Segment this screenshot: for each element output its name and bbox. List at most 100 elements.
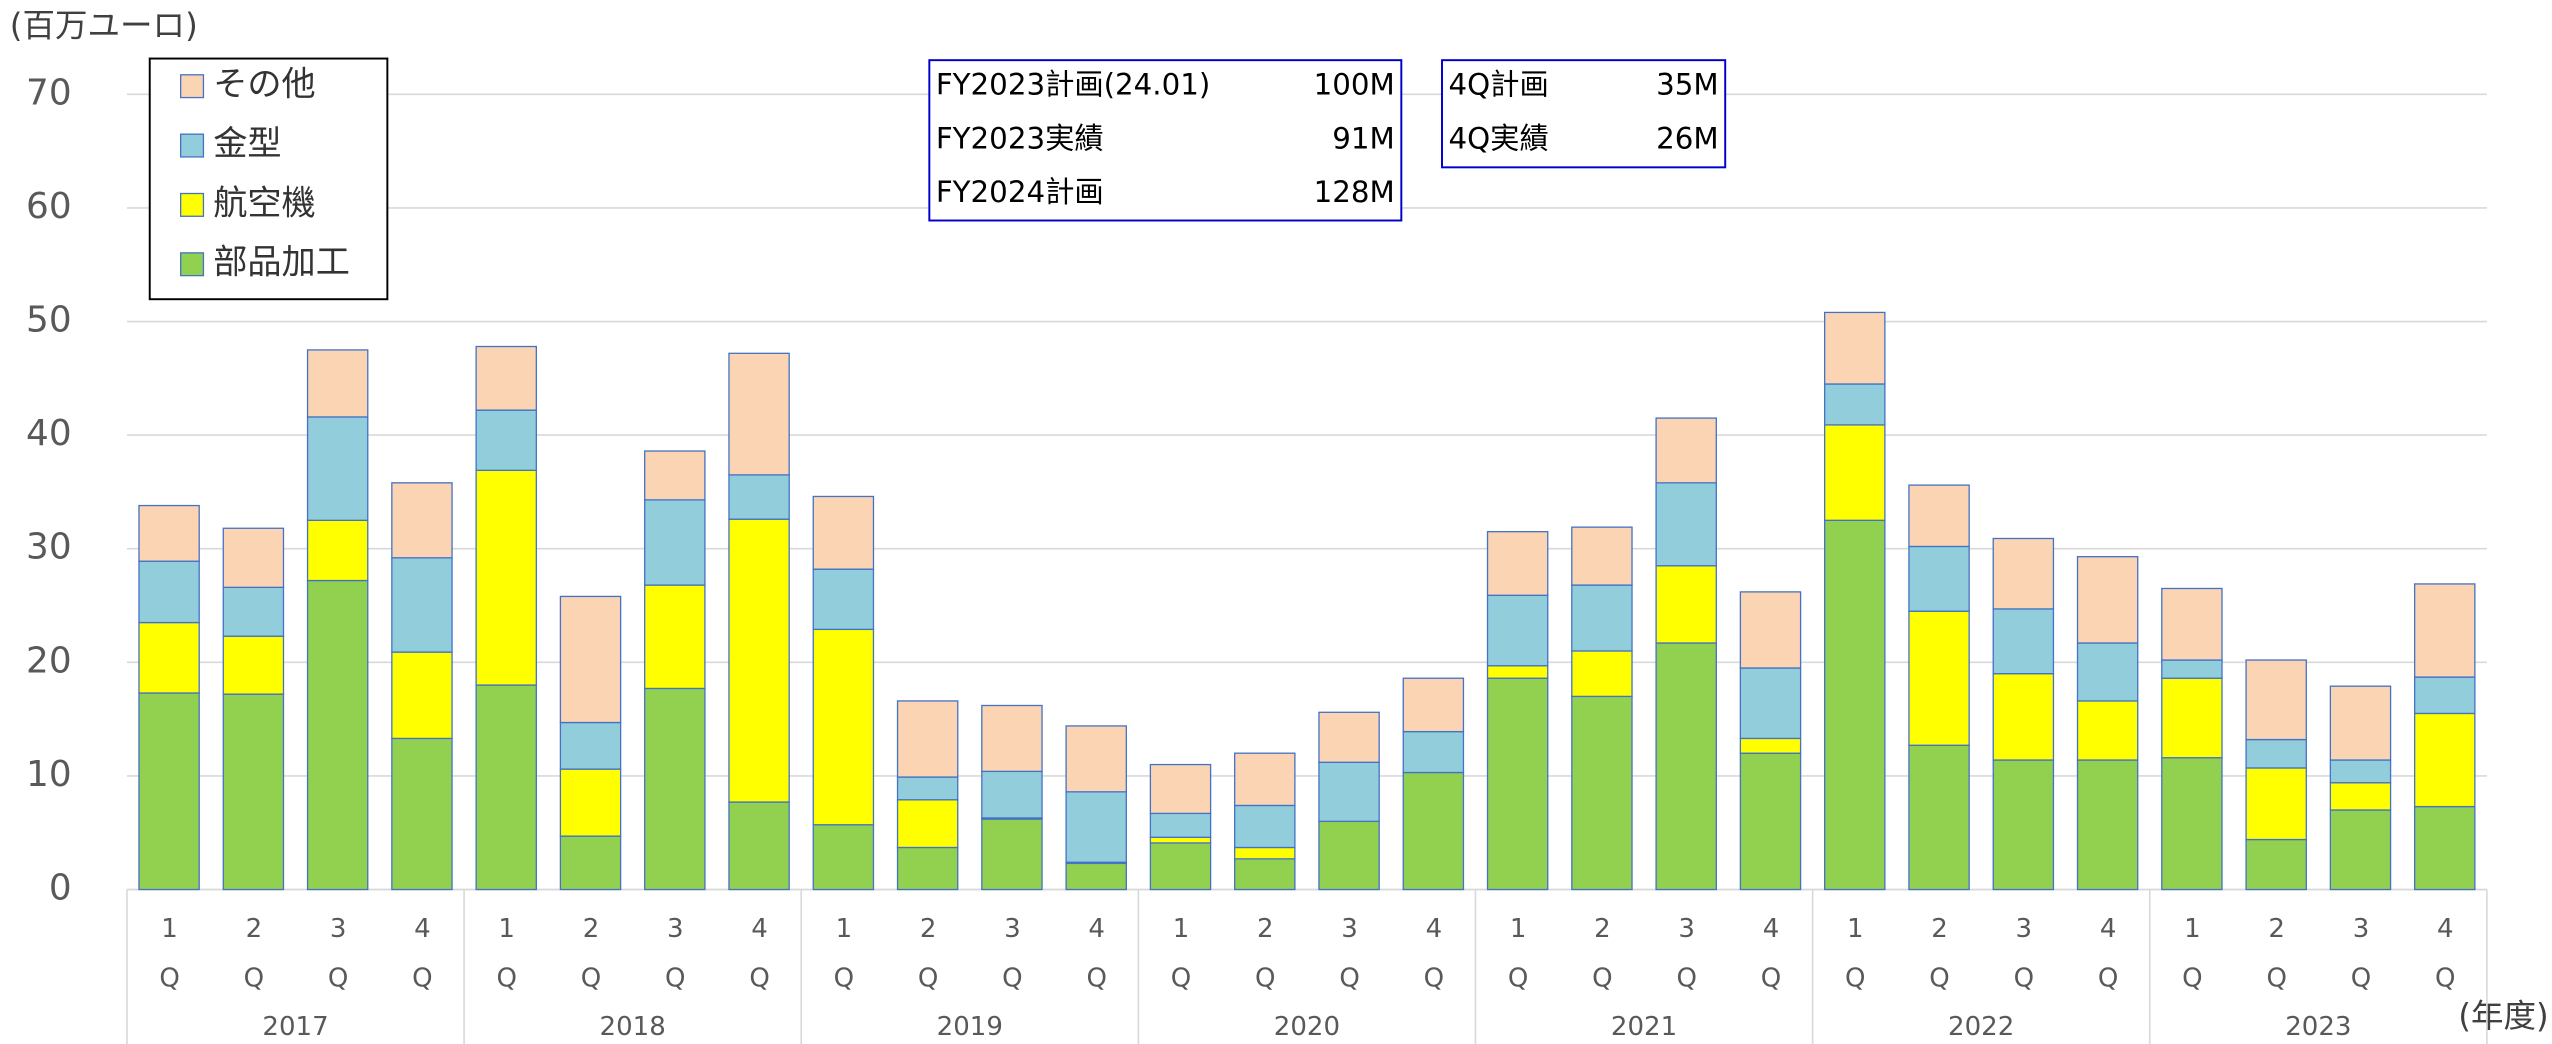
bar-segment: [2413, 583, 2476, 678]
bar-segment: [2161, 659, 2223, 679]
bar-segment: [896, 776, 959, 801]
x-tick-label: 3Q: [2009, 914, 2039, 1013]
x-tick-label: 2Q: [239, 914, 269, 1013]
bar-segment: [2076, 759, 2139, 891]
bar-segment: [1234, 804, 1296, 849]
bar-segment: [1655, 417, 1717, 484]
bar-segment: [1318, 711, 1380, 763]
bar-segment: [1739, 752, 1802, 891]
bar-segment: [1149, 763, 1212, 815]
bar-segment: [2076, 556, 2139, 644]
bar-segment: [728, 474, 790, 520]
year-label: 2020: [1274, 1012, 1340, 1042]
x-axis-label: (年度): [2458, 997, 2548, 1035]
bar-segment: [559, 721, 622, 770]
bar-segment: [812, 628, 875, 826]
bar-segment: [1065, 791, 1127, 863]
bar-segment: [2161, 677, 2223, 759]
bar-segment: [222, 693, 285, 891]
bar-segment: [896, 799, 959, 849]
bar-segment: [1655, 642, 1717, 891]
bar-segment: [222, 635, 285, 695]
x-tick-label: 2Q: [2262, 914, 2292, 1013]
bar-segment: [1065, 725, 1127, 793]
bar-segment: [138, 621, 200, 694]
bar-segment: [559, 595, 622, 724]
bar-segment: [391, 651, 453, 740]
bar-segment: [1992, 537, 2055, 610]
bar-segment: [1571, 526, 1633, 586]
year-label: 2023: [2285, 1012, 2351, 1042]
bar-segment: [1318, 761, 1380, 823]
bar-segment: [2329, 759, 2392, 784]
bar-segment: [1739, 591, 1802, 669]
bar-segment: [981, 704, 1043, 773]
legend-label: その他: [213, 65, 316, 105]
bar-segment: [1992, 673, 2055, 761]
bar-segment: [981, 818, 1043, 891]
bar-segment: [728, 801, 790, 891]
x-tick-label: 1Q: [155, 914, 185, 1013]
bar-segment: [306, 349, 369, 418]
bar-segment: [1824, 519, 1886, 891]
legend-label: 部品加工: [213, 243, 350, 283]
bar-segment: [475, 345, 537, 411]
x-tick-label: 1Q: [1503, 914, 1533, 1013]
x-tick-label: 2Q: [1925, 914, 1955, 1013]
bar-segment: [1655, 565, 1717, 644]
x-tick-label: 4Q: [1756, 914, 1786, 1013]
bar-segment: [1655, 482, 1717, 567]
bar-segment: [391, 557, 453, 653]
bar-segment: [475, 469, 537, 686]
x-tick-label: 4Q: [2093, 914, 2123, 1013]
x-tick-label: 4Q: [1419, 914, 1449, 1013]
bar-segment: [1486, 594, 1549, 667]
x-tick-label: 1Q: [1166, 914, 1196, 1013]
note-value: 35M: [1656, 68, 1719, 102]
y-tick-label: 10: [26, 754, 72, 795]
x-tick-label: 2Q: [576, 914, 606, 1013]
bar-segment: [2245, 838, 2307, 891]
x-tick-label: 4Q: [2430, 914, 2460, 1013]
note-label: 4Q計画: [1449, 68, 1549, 102]
bar-segment: [1149, 812, 1212, 838]
bar-segment: [1149, 836, 1212, 844]
bar-segment: [1571, 650, 1633, 698]
bar-segment: [812, 495, 875, 570]
bar-segment: [1234, 846, 1296, 860]
bar-segment: [1571, 695, 1633, 891]
x-tick-label: 2Q: [1587, 914, 1617, 1013]
bar-segment: [1992, 608, 2055, 675]
note-label: FY2024計画: [936, 175, 1104, 209]
bar-segment: [306, 416, 369, 521]
bar-segment: [2076, 642, 2139, 702]
legend-swatch: [180, 252, 205, 277]
bar-segment: [391, 737, 453, 891]
bar-segment: [644, 687, 706, 891]
year-label: 2018: [600, 1012, 666, 1042]
bar-segment: [1908, 610, 1970, 746]
bar-segment: [1908, 545, 1970, 612]
bar-segment: [1234, 858, 1296, 891]
bar-segment: [1402, 677, 1465, 733]
y-tick-label: 40: [26, 413, 72, 454]
y-tick-label: 50: [26, 300, 72, 341]
bar-segment: [1739, 737, 1802, 754]
x-tick-label: 3Q: [997, 914, 1027, 1013]
bar-segment: [138, 504, 200, 562]
bar-segment: [2245, 659, 2307, 741]
bar-segment: [222, 586, 285, 637]
x-tick-label: 4Q: [745, 914, 775, 1013]
bar-segment: [644, 499, 706, 586]
bar-segment: [1739, 667, 1802, 740]
x-tick-label: 1Q: [492, 914, 522, 1013]
bar-segment: [2161, 587, 2223, 661]
x-tick-label: 3Q: [323, 914, 353, 1013]
note-label: 4Q実績: [1449, 121, 1549, 155]
y-tick-label: 20: [26, 640, 72, 681]
bar-segment: [2329, 685, 2392, 761]
year-label: 2019: [937, 1012, 1003, 1042]
bar-segment: [1992, 759, 2055, 891]
bar-segment: [1402, 730, 1465, 774]
year-label: 2021: [1611, 1012, 1677, 1042]
